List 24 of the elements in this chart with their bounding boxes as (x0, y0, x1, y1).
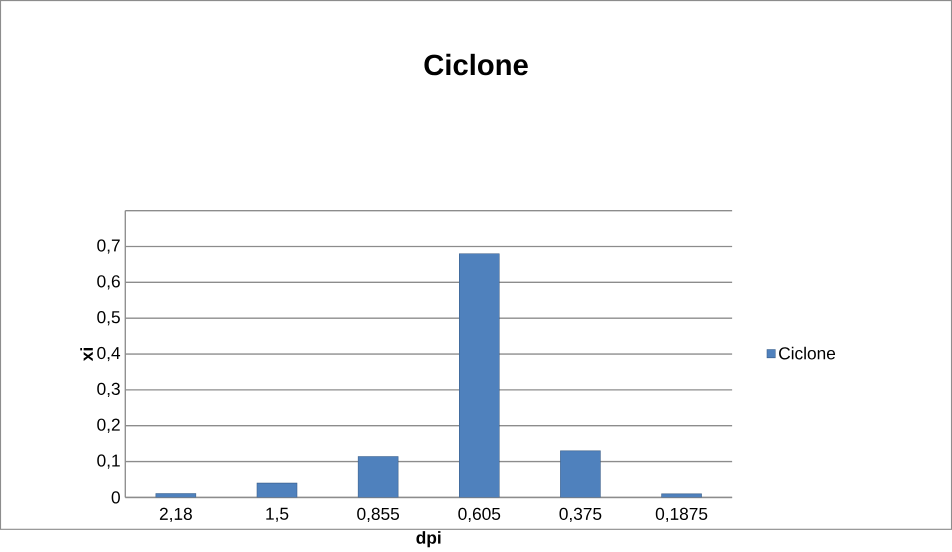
x-tick-label: 0,605 (458, 508, 500, 522)
chart-title: Ciclone (424, 54, 528, 76)
x-tick-label: 0,1875 (656, 508, 708, 522)
y-tick-label: 0,7 (97, 240, 120, 254)
y-tick-label: 0,6 (97, 275, 120, 290)
legend-label: Ciclone (779, 346, 836, 360)
x-tick-label: 0,375 (559, 508, 602, 522)
y-tick-label: 0,2 (97, 418, 120, 434)
x-tick-label: 1,5 (266, 508, 288, 522)
y-tick-label: 0,5 (97, 311, 120, 326)
y-axis-title: xi (80, 348, 93, 362)
bar (560, 450, 601, 498)
x-tick-label: 0,855 (357, 508, 400, 522)
y-tick-label: 0,3 (97, 382, 120, 398)
y-tick-label: 0 (112, 491, 120, 504)
bar (661, 494, 702, 498)
y-tick-label: 0,4 (97, 347, 120, 362)
x-tick-label: 2,18 (160, 508, 192, 522)
x-axis-title: dpi (416, 531, 440, 548)
bar (459, 254, 500, 498)
bar (358, 456, 398, 498)
y-tick-label: 0,1 (97, 454, 120, 469)
bar (256, 482, 298, 498)
bar (156, 493, 196, 498)
